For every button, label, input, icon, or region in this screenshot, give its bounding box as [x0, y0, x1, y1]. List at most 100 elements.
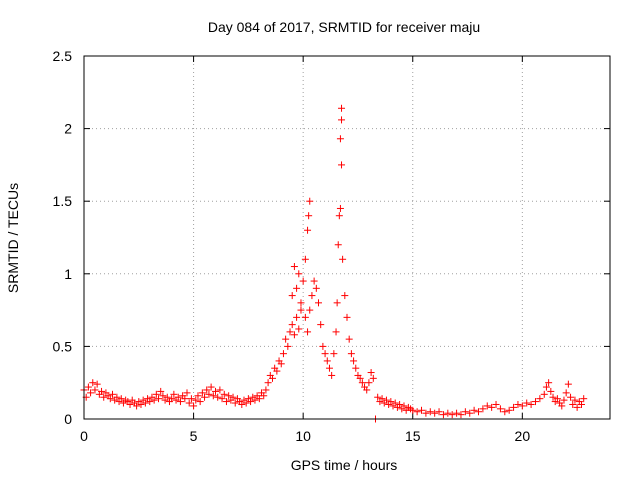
data-point: [553, 395, 561, 403]
data-point: [212, 387, 219, 395]
data-point: [492, 400, 500, 408]
data-point: [564, 380, 572, 388]
data-point: [301, 313, 309, 321]
data-point: [205, 390, 213, 398]
data-point: [343, 313, 351, 321]
data-point: [542, 383, 550, 391]
data-point: [192, 396, 200, 404]
data-point: [358, 379, 366, 387]
x-tick-label: 5: [190, 428, 198, 444]
data-point: [439, 411, 447, 419]
data-point: [466, 409, 474, 417]
data-point: [247, 398, 255, 406]
data-point: [363, 386, 371, 394]
data-point: [531, 398, 539, 406]
data-point: [330, 350, 338, 358]
data-point: [170, 390, 178, 398]
data-point: [350, 357, 358, 365]
data-point: [288, 292, 296, 300]
data-point: [279, 350, 287, 358]
data-point: [562, 389, 570, 397]
data-point: [325, 364, 333, 372]
data-point: [260, 392, 268, 400]
data-point: [560, 396, 568, 404]
data-point: [413, 408, 421, 416]
data-point: [207, 383, 215, 391]
data-point: [185, 399, 193, 407]
data-point: [214, 393, 222, 401]
data-point: [523, 399, 531, 407]
data-point: [299, 277, 307, 285]
data-point: [514, 400, 522, 408]
data-point: [218, 395, 226, 403]
data-point: [91, 386, 99, 394]
data-point: [374, 393, 382, 401]
data-point: [569, 400, 577, 408]
data-point: [198, 389, 206, 397]
data-point: [268, 374, 276, 382]
data-point: [319, 342, 327, 350]
data-point: [418, 406, 426, 414]
data-point: [501, 408, 509, 416]
data-point: [251, 396, 259, 404]
data-point: [181, 395, 189, 403]
data-point: [282, 335, 290, 343]
data-point: [273, 367, 281, 375]
data-point: [150, 396, 158, 404]
data-point: [238, 400, 246, 408]
data-point: [304, 328, 312, 336]
data-point: [242, 399, 250, 407]
data-point: [475, 408, 482, 416]
data-point: [297, 299, 305, 307]
data-point: [295, 270, 303, 278]
data-point: [336, 135, 344, 143]
data-point: [159, 392, 167, 400]
data-point: [89, 379, 97, 387]
data-point: [297, 306, 305, 314]
data-point: [84, 383, 92, 391]
data-point: [578, 400, 586, 408]
data-point: [345, 335, 353, 343]
x-axis: 0 5 10 15 20: [80, 56, 530, 444]
y-tick-label: 0: [64, 411, 72, 427]
data-point: [306, 306, 314, 314]
data-point: [231, 399, 239, 407]
data-point: [290, 263, 298, 271]
x-tick-label: 15: [405, 428, 421, 444]
data-point: [168, 395, 176, 403]
x-tick-label: 0: [80, 428, 88, 444]
data-point: [378, 395, 386, 403]
data-point: [222, 398, 230, 406]
x-tick-label: 10: [295, 428, 311, 444]
data-point: [496, 405, 504, 413]
data-point: [431, 409, 439, 417]
data-point: [157, 387, 165, 395]
data-point: [264, 379, 272, 387]
data-point: [229, 393, 237, 401]
data-point: [336, 204, 344, 212]
data-point: [194, 392, 202, 400]
data-point: [470, 406, 478, 414]
data-point: [356, 374, 364, 382]
data-point: [540, 390, 548, 398]
data-point: [98, 387, 106, 395]
data-point: [87, 389, 95, 397]
data-point: [426, 408, 434, 416]
data-point: [93, 380, 101, 388]
data-point: [293, 313, 301, 321]
data-point: [190, 402, 198, 410]
data-point: [444, 409, 452, 417]
data-point: [317, 321, 325, 329]
data-point: [220, 390, 228, 398]
data-point: [308, 292, 316, 300]
data-point: [367, 369, 375, 377]
data-point: [310, 277, 318, 285]
data-point: [387, 398, 395, 406]
data-point: [117, 395, 125, 403]
data-point: [341, 292, 349, 300]
data-point: [347, 350, 355, 358]
data-point: [547, 387, 555, 395]
data-point: [141, 399, 149, 407]
data-point: [288, 321, 296, 329]
data-point: [338, 161, 346, 169]
